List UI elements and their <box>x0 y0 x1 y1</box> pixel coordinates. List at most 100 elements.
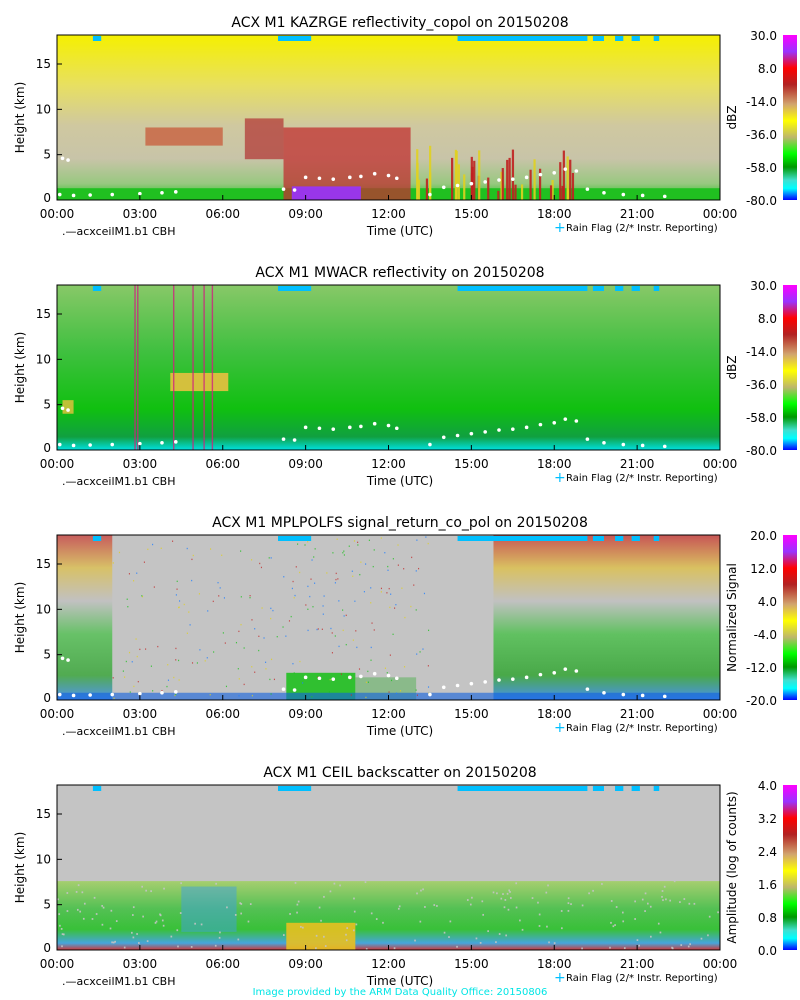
cbh-point <box>386 423 391 428</box>
gap-speck <box>131 931 133 934</box>
x-tick-label: 18:00 <box>537 207 572 221</box>
noise-speck <box>386 672 388 674</box>
x-tick-label: 03:00 <box>123 707 158 721</box>
y-axis-label: Height (km) <box>13 832 27 903</box>
interference-streak <box>134 285 136 450</box>
gap-speck <box>638 944 641 947</box>
noise-speck <box>310 578 312 580</box>
noise-speck <box>399 690 402 692</box>
rain-flag-legend: Rain Flag (2/* Instr. Reporting) <box>566 723 718 734</box>
y-tick-label: 0 <box>43 441 51 455</box>
noise-speck <box>238 630 240 633</box>
noise-speck <box>370 646 372 649</box>
gap-speck <box>289 913 291 915</box>
noise-speck <box>343 550 345 552</box>
gap-speck <box>382 921 384 924</box>
noise-speck <box>270 658 273 661</box>
gap-speck <box>669 899 671 902</box>
noise-speck <box>136 655 138 658</box>
y-tick-label: 5 <box>43 898 51 912</box>
noise-speck <box>323 595 325 597</box>
y-axis-label: Height (km) <box>13 82 27 153</box>
noise-speck <box>331 652 333 654</box>
gap-speck <box>302 926 304 929</box>
gap-speck <box>503 906 506 909</box>
precip-streak <box>478 150 481 200</box>
noise-speck <box>237 668 239 670</box>
gap-speck <box>155 920 158 923</box>
colorbar-label: dBZ <box>725 105 739 129</box>
cbh-point <box>88 693 92 697</box>
noise-speck <box>368 539 370 541</box>
cbh-point <box>317 176 322 181</box>
noise-speck <box>113 697 115 699</box>
x-tick-label: 06:00 <box>205 957 240 971</box>
noise-speck <box>314 582 316 584</box>
noise-speck <box>249 594 251 597</box>
cbh-point <box>57 692 62 697</box>
precip-streak <box>497 190 500 200</box>
gap-speck <box>138 942 140 944</box>
rain-flag-mark <box>653 286 660 291</box>
gap-speck <box>683 898 686 900</box>
gap-speck <box>66 892 69 894</box>
noise-speck <box>350 694 352 696</box>
cbh-point <box>292 188 297 192</box>
cloud-echo <box>62 400 74 414</box>
noise-speck <box>124 676 126 678</box>
cbh-point <box>602 440 606 445</box>
precip-streak <box>533 159 536 200</box>
noise-speck <box>186 547 188 550</box>
noise-speck <box>150 665 152 667</box>
noise-speck <box>161 689 163 692</box>
gap-speck <box>693 902 696 905</box>
noise-speck <box>370 587 372 589</box>
x-tick-label: 21:00 <box>620 207 655 221</box>
interference-streak <box>211 285 214 450</box>
gap-speck <box>296 911 298 914</box>
noise-speck <box>186 632 188 634</box>
cbh-point <box>563 417 568 421</box>
gap-speck <box>567 902 570 905</box>
gap-speck <box>142 915 144 918</box>
gap-speck <box>110 909 113 912</box>
noise-speck <box>112 677 114 679</box>
y-tick-label: 10 <box>36 102 51 116</box>
gap-speck <box>93 896 96 899</box>
gap-speck <box>339 884 341 887</box>
precip-streak <box>511 149 515 200</box>
noise-speck <box>415 609 417 611</box>
noise-speck <box>133 685 135 688</box>
noise-speck <box>342 629 344 632</box>
gap-speck <box>581 947 583 950</box>
chart-title: ACX M1 MPLPOLFS signal_return_co_pol on … <box>212 515 588 531</box>
noise-speck <box>352 639 354 641</box>
noise-speck <box>129 691 131 693</box>
cbh-point <box>331 427 336 431</box>
gap-speck <box>393 947 396 950</box>
gap-speck <box>61 933 64 936</box>
rain-flag-mark <box>92 286 102 291</box>
noise-speck <box>425 536 427 538</box>
precip-streak <box>529 169 532 200</box>
x-tick-label: 09:00 <box>288 707 323 721</box>
x-tick-label: 00:00 <box>703 707 738 721</box>
noise-speck <box>387 565 389 568</box>
cbh-point <box>394 676 399 681</box>
gap-speck <box>218 936 221 939</box>
rain-flag-legend-icon: + <box>554 470 566 486</box>
cbh-point <box>303 425 308 430</box>
noise-speck <box>131 661 133 663</box>
noise-speck <box>370 602 372 604</box>
gap-speck <box>136 933 138 935</box>
noise-speck <box>179 600 181 602</box>
cbh-point <box>524 175 529 180</box>
gap-speck <box>466 899 469 901</box>
gap-speck <box>177 945 179 948</box>
rain-flag-mark <box>653 536 660 541</box>
noise-speck <box>254 671 256 673</box>
noise-speck <box>285 635 287 637</box>
gap-speck <box>567 897 570 900</box>
gap-speck <box>375 918 378 920</box>
cbh-point <box>511 677 515 681</box>
